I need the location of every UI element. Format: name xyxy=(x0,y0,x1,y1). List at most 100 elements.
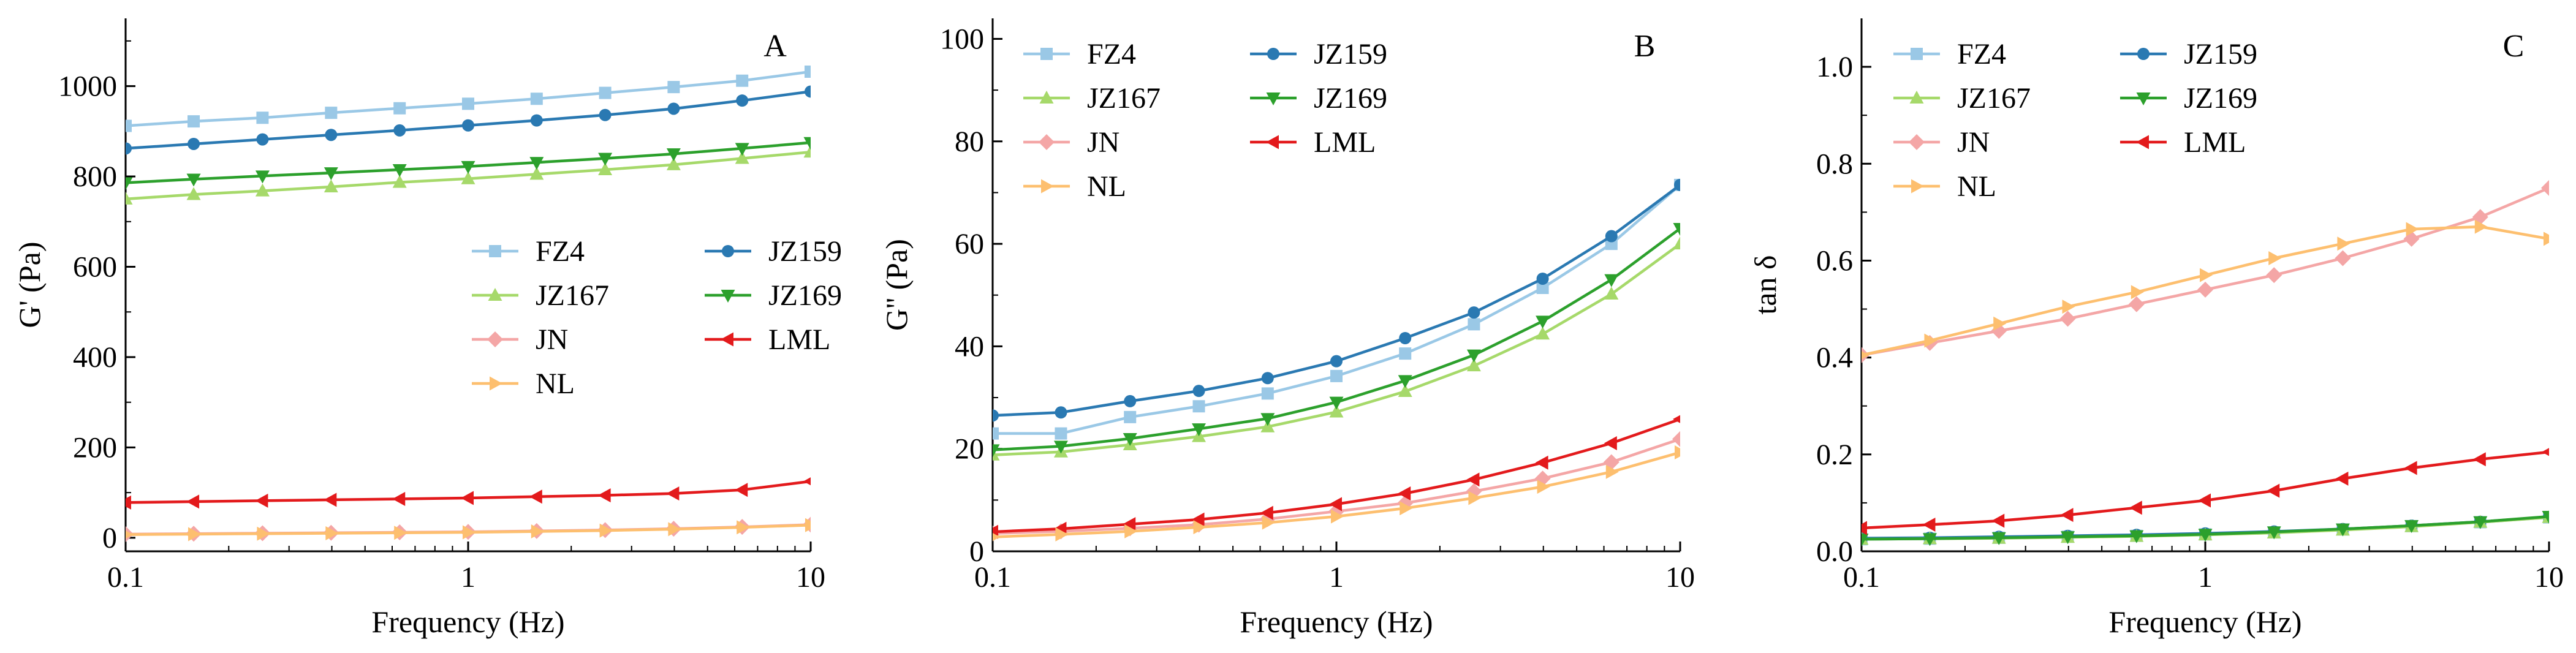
panel-c-series-lml-point xyxy=(1991,513,2005,528)
panel-c-legend-marker-jz159 xyxy=(2137,48,2150,60)
panel-b-x-tick-label: 10 xyxy=(1665,561,1695,594)
panel-c-series-nl-point xyxy=(2200,268,2213,282)
panel-a-series-fz4-point xyxy=(462,97,474,110)
panel-b-legend-label-jz159: JZ159 xyxy=(1314,38,1387,70)
panel-c-series-nl-point xyxy=(1993,316,2007,331)
panel-b-series-jz167-point xyxy=(1536,326,1550,340)
panel-b-legend-label-nl: NL xyxy=(1087,170,1126,203)
panel-a-series-fz4-point xyxy=(599,86,612,99)
panel-b-series-jz169-point xyxy=(1123,432,1137,446)
panel-b-x-tick-label: 0.1 xyxy=(974,561,1011,594)
panel-b-series-nl-point xyxy=(1055,527,1069,542)
panel-a-series-jz167-point xyxy=(666,157,681,170)
panel-a-series-lml-point xyxy=(735,483,748,497)
panel-c-series-lml-point xyxy=(1922,518,1936,532)
panel-b-y-tick-label: 0 xyxy=(969,535,984,568)
panel-c-legend-marker-nl xyxy=(1911,179,1924,194)
panel-c-series-lml-point xyxy=(2198,493,2211,508)
panel-c-series-nl-point xyxy=(2131,285,2144,300)
panel-a-series-jz169-point xyxy=(598,153,613,166)
panel-a: 0.1 1 10 0 200 400 600 800 1000 Frequency (Hz) G' … xyxy=(12,18,842,639)
panel-b-series-fz4-line xyxy=(993,184,1680,435)
panel-a-x-tick-label: 10 xyxy=(796,561,825,594)
panel-b-series-jz167-point xyxy=(1466,358,1481,372)
panel-c-series-jz169-point xyxy=(1991,532,2006,545)
panel-a-legend: FZ4 JZ159 JZ167 JZ169 JN LML NL xyxy=(472,235,842,400)
panel-b-series-lml-point xyxy=(1673,415,1680,423)
panel-b-series-jz159-point xyxy=(1399,332,1412,344)
panel-a-series-nl-point xyxy=(531,524,544,539)
panel-c-y-tick-label: 0.0 xyxy=(1816,535,1853,568)
panel-c-y-tick-label: 0.6 xyxy=(1816,244,1853,277)
panel-a-legend-item-jz167: JZ167 xyxy=(472,279,609,312)
panel-a-series-jz159-point xyxy=(530,114,543,127)
panel-a-series-nl-point xyxy=(394,526,407,540)
panel-b-series-lml-point xyxy=(1123,517,1136,532)
panel-b-legend-item-jz167: JZ167 xyxy=(1023,82,1161,115)
panel-c-legend-item-lml: LML xyxy=(2120,126,2246,159)
panel-c-series-jz169-point xyxy=(1922,533,1937,546)
panel-a-series-nl-point xyxy=(188,527,202,542)
panel-c-series-nl-point xyxy=(2406,222,2419,236)
panel-a-y-tick-label: 400 xyxy=(73,341,117,374)
panel-a-series-jz167-point xyxy=(392,175,407,188)
panel-a-series-jz167-point xyxy=(126,191,133,205)
panel-a-series-jz167-point xyxy=(324,179,338,193)
panel-a-series-jz159-point xyxy=(393,124,406,137)
panel-b-legend-item-jn: JN xyxy=(1023,126,1119,159)
panel-c-legend-marker-fz4 xyxy=(1911,48,1923,60)
panel-a-legend-marker-jn xyxy=(487,331,503,347)
panel-b-series-fz4-point xyxy=(1399,347,1412,360)
panel-b-plot-area xyxy=(993,178,1680,542)
panel-a-series-jz159-point xyxy=(736,94,749,107)
panel-a-legend-marker-jz159 xyxy=(722,245,734,257)
panel-c-series-jz169-point xyxy=(2542,511,2549,524)
panel-b-legend-label-jz167: JZ167 xyxy=(1087,82,1161,115)
panel-a-series-jz169-point xyxy=(255,170,270,184)
panel-c-y-tick-label: 0.8 xyxy=(1816,148,1853,180)
panel-a-legend-label-jz169: JZ169 xyxy=(768,279,842,312)
panel-c-legend-label-jn: JN xyxy=(1957,126,1990,159)
panel-c-x-tick-label: 0.1 xyxy=(1843,561,1880,594)
panel-c-series-lml-point xyxy=(2472,452,2486,467)
panel-c-series-lml-point xyxy=(1862,521,1867,535)
panel-c-legend-marker-jz167 xyxy=(1909,91,1924,104)
panel-b-series-jz167-point xyxy=(1673,236,1680,250)
panel-a-x-tick-label: 1 xyxy=(461,561,475,594)
panel-b-legend-marker-jz159 xyxy=(1267,48,1279,60)
panel-a-series-jz159-point xyxy=(667,102,680,115)
panel-a-legend-item-jn: JN xyxy=(472,323,568,356)
panel-a-series-jz169-point xyxy=(392,164,407,177)
panel-c-legend-label-fz4: FZ4 xyxy=(1957,38,2006,70)
panel-b-series-lml-point xyxy=(1329,497,1342,511)
panel-a-y-tick-label: 800 xyxy=(73,160,117,193)
panel-b-series-lml-point xyxy=(1260,505,1273,520)
panel-a-series-lml-point xyxy=(126,495,131,510)
panel-a-series-jz169-point xyxy=(666,148,681,162)
panel-b-legend-marker-jz169 xyxy=(1266,92,1281,105)
panel-b-series-jz169-point xyxy=(993,444,1000,458)
panel-a-series-lml-point xyxy=(255,493,268,508)
panel-c-series-lml-point xyxy=(2404,461,2417,475)
panel-a-y-axis-label: G' (Pa) xyxy=(12,242,47,328)
panel-c-series-jn-point xyxy=(2335,250,2351,266)
panel-c-series-jz169-point xyxy=(2404,520,2419,534)
panel-a-y-tick-label: 200 xyxy=(73,431,117,464)
panel-b-series-jz159-point xyxy=(1124,394,1137,407)
panel-a-series-jz159-point xyxy=(256,133,269,146)
panel-b-series-jz167-point xyxy=(1398,384,1412,397)
panel-a-series-jz159-point xyxy=(325,129,338,142)
panel-a-series-jz159-point xyxy=(126,142,132,155)
panel-c-legend-item-jn: JN xyxy=(1893,126,1990,159)
panel-c-series-jn-point xyxy=(2059,311,2076,327)
panel-a-series-nl-point xyxy=(805,518,811,532)
panel-b-series-jz159-point xyxy=(1261,372,1274,385)
panel-c-legend-marker-jz169 xyxy=(2136,92,2151,105)
panel-a-series-jz167-point xyxy=(735,151,749,164)
panel-c-series-lml-point xyxy=(2267,483,2280,498)
panel-a-series-fz4-point xyxy=(188,115,200,128)
panel-c-y-axis-label: tan δ xyxy=(1748,255,1782,314)
panel-b-series-jz167-line xyxy=(993,243,1680,456)
panel-b-series-nl-point xyxy=(1537,480,1550,494)
panel-a-legend-item-jz169: JZ169 xyxy=(705,279,842,312)
